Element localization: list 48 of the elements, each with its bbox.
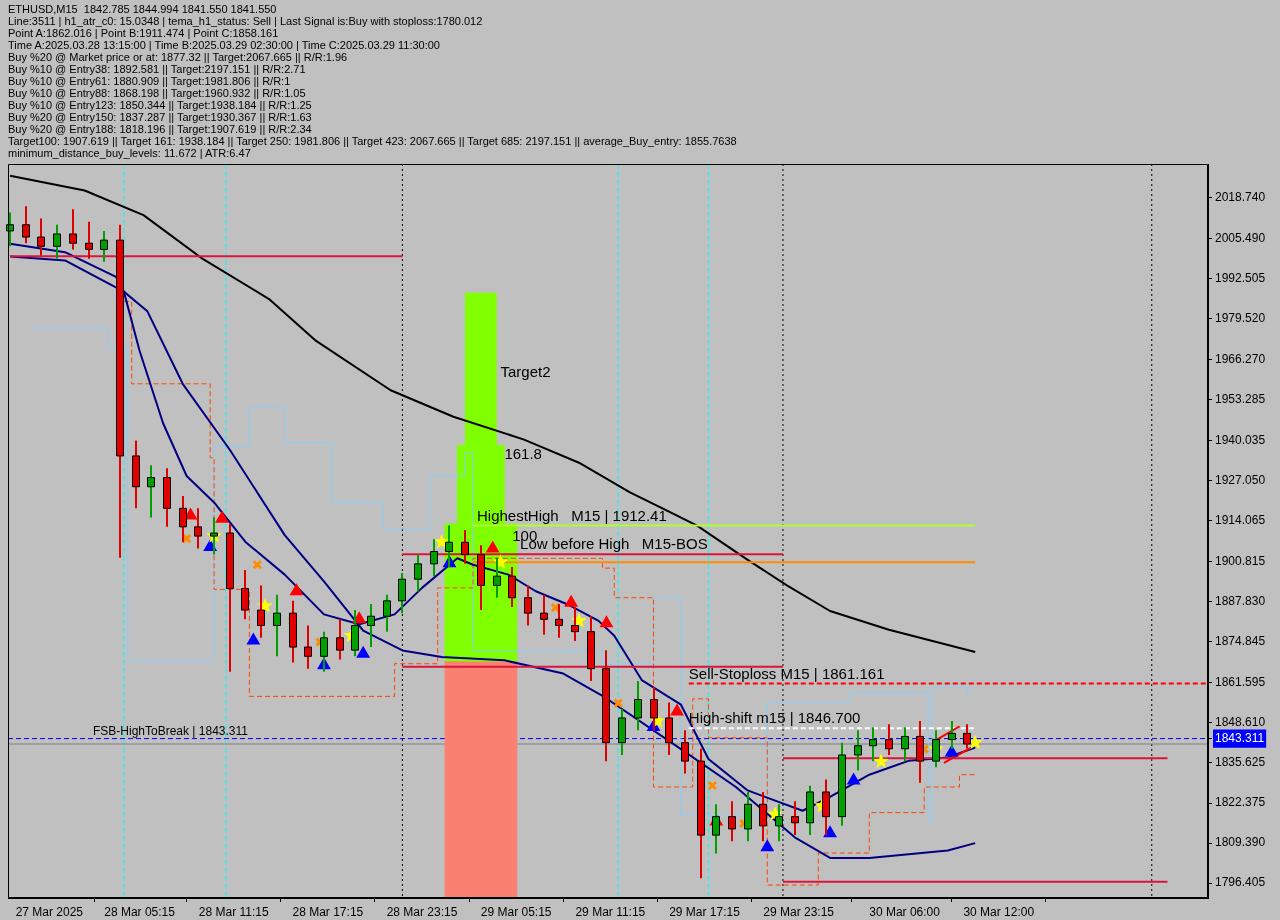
x-tick-label: 29 Mar 05:15: [480, 904, 552, 919]
x-tick-label: 29 Mar 17:15: [669, 904, 741, 919]
x-tick-label: 29 Mar 23:15: [763, 904, 835, 919]
y-tick-label: 1914.065: [1215, 512, 1266, 527]
text: minimum_distance_buy_levels: 11.672 | ATR:6.47: [8, 147, 252, 159]
chart-title: ETHUSD,M15 1842.785 1844.994 1841.550 1841.550: [8, 3, 278, 15]
y-tick-label: 1874.845: [1215, 633, 1266, 648]
text: Buy %10 @ Entry88: 1868.198 || Target:1960.932 || R/R:1.05: [8, 87, 307, 99]
y-tick-label: 1953.285: [1215, 391, 1266, 406]
y-tick-label: 1861.595: [1215, 674, 1266, 689]
annotation: Target2: [500, 363, 551, 381]
annotation: 161.8: [504, 444, 542, 462]
y-tick-label: 1940.035: [1215, 432, 1266, 447]
x-tick-label: 28 Mar 05:15: [104, 904, 176, 919]
y-tick-label: 1927.050: [1215, 472, 1266, 487]
x-tick-label: 30 Mar 06:00: [869, 904, 941, 919]
y-tick-label: 1796.405: [1215, 875, 1266, 890]
x-tick-label: 28 Mar 17:15: [292, 904, 364, 919]
y-tick-label: 1843.311: [1215, 730, 1265, 745]
y-tick-label: 1966.270: [1215, 351, 1266, 366]
y-tick-label: 1900.815: [1215, 553, 1266, 568]
x-tick-label: 28 Mar 11:15: [198, 904, 269, 919]
ref-line-label: FSB-HighToBreak | 1843.311: [93, 723, 249, 738]
text: Buy %10 @ Entry123: 1850.344 || Target:1938.184 || R/R:1.25: [8, 99, 313, 111]
y-tick-label: 1822.375: [1215, 795, 1266, 810]
y-tick-label: 1848.610: [1215, 714, 1266, 729]
y-tick-label: 1992.505: [1215, 270, 1266, 285]
text: Line:3511 | h1_atr_c0: 15.0348 | tema_h1_status: Sell | Last Signal is:Buy with stoploss:1780.012: [8, 15, 484, 27]
text: Target100: 1907.619 || Target 161: 1938.184 || Target 250: 1981.806 || Target 423: 2067.665 || Target 685: 2197.151 || average_Buy_entry: 1855.7638: [8, 135, 737, 147]
x-tick-label: 30 Mar 12:00: [963, 904, 1035, 919]
x-tick-label: 28 Mar 23:15: [386, 904, 458, 919]
text: Buy %20 @ Entry188: 1818.196 || Target:1907.619 || R/R:2.34: [8, 123, 313, 135]
x-tick-label: 27 Mar 2025: [15, 904, 84, 919]
x-tick-label: 29 Mar 11:15: [575, 904, 646, 919]
y-tick-label: 1979.520: [1215, 311, 1266, 325]
text: Buy %20 @ Entry150: 1837.287 || Target:1930.367 || R/R:1.63: [8, 111, 313, 123]
y-tick-label: 1887.830: [1215, 593, 1266, 608]
y-tick-label: 1809.390: [1215, 835, 1266, 850]
y-tick-label: 2005.490: [1215, 230, 1266, 245]
y-tick-label: 2018.740: [1215, 190, 1266, 205]
text: Buy %10 @ Entry61: 1880.909 || Target:1981.806 || R/R:1: [8, 75, 292, 87]
text: Buy %10 @ Entry38: 1892.581 || Target:2197.151 || R/R:2.71: [8, 63, 307, 75]
annotation: High-shift m15 | 1846.700: [688, 709, 861, 727]
annotation: Sell-Stoploss M15 | 1861.161: [688, 664, 885, 682]
text: Buy %20 @ Market price or at: 1877.32 || Target:2067.665 || R/R:1.96: [8, 51, 349, 63]
y-tick-label: 1835.625: [1215, 754, 1266, 769]
text: Point A:1862.016 | Point B:1911.474 | Point C:1858.161: [8, 27, 280, 39]
text: Time A:2025.03.28 13:15:00 | Time B:2025.03.29 02:30:00 | Time C:2025.03.29 11:30:00: [8, 39, 441, 51]
